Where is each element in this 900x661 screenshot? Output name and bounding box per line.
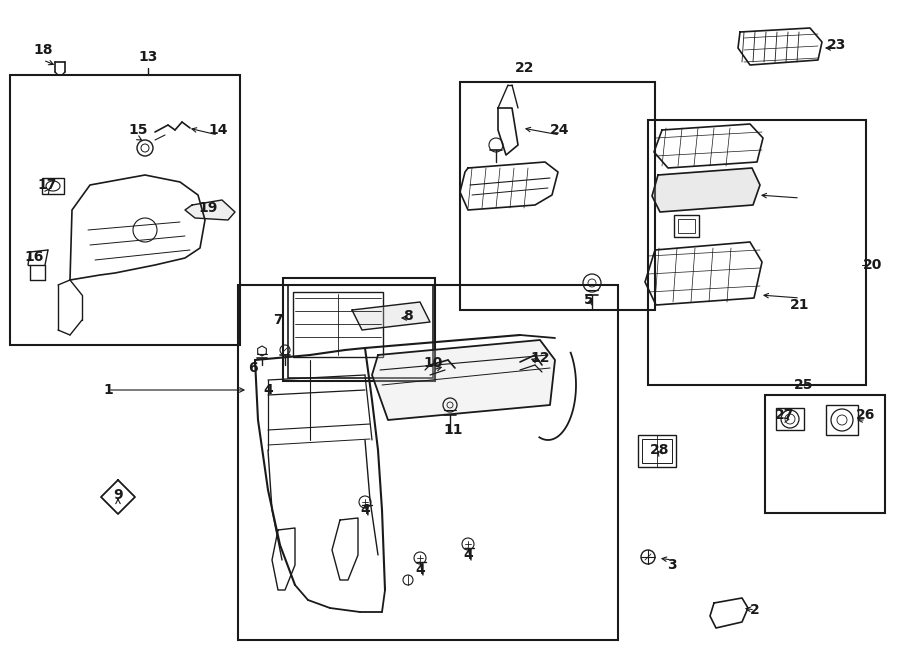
Bar bbox=[765, 395, 885, 513]
Text: 8: 8 bbox=[403, 309, 413, 323]
Text: 10: 10 bbox=[423, 356, 443, 370]
Text: 3: 3 bbox=[667, 558, 677, 572]
Text: 27: 27 bbox=[775, 408, 795, 422]
Polygon shape bbox=[652, 168, 760, 212]
Text: 24: 24 bbox=[550, 123, 570, 137]
Polygon shape bbox=[352, 302, 430, 330]
Text: 17: 17 bbox=[37, 178, 57, 192]
Text: 21: 21 bbox=[790, 298, 810, 312]
Text: 1: 1 bbox=[104, 383, 112, 397]
Bar bbox=[642, 439, 672, 463]
Bar bbox=[776, 408, 804, 430]
Text: 19: 19 bbox=[198, 201, 218, 215]
Text: 20: 20 bbox=[863, 258, 883, 272]
Text: 9: 9 bbox=[113, 488, 122, 502]
Text: 4: 4 bbox=[415, 563, 425, 577]
Text: 18: 18 bbox=[33, 43, 53, 57]
Bar bbox=[288, 285, 433, 378]
Text: 15: 15 bbox=[128, 123, 148, 137]
Text: 13: 13 bbox=[139, 50, 158, 64]
Bar bbox=[674, 215, 699, 237]
Polygon shape bbox=[372, 340, 555, 420]
Text: 5: 5 bbox=[584, 293, 594, 307]
Text: 16: 16 bbox=[24, 250, 44, 264]
Bar bbox=[638, 435, 676, 467]
Text: 4: 4 bbox=[263, 383, 273, 397]
Text: 22: 22 bbox=[515, 61, 535, 75]
Bar bbox=[10, 75, 240, 345]
Bar bbox=[283, 278, 435, 381]
Text: 6: 6 bbox=[248, 361, 257, 375]
Text: 4: 4 bbox=[360, 503, 370, 517]
Text: 12: 12 bbox=[530, 351, 550, 365]
Bar bbox=[678, 219, 695, 233]
Bar bbox=[42, 178, 64, 194]
Bar bbox=[826, 405, 858, 435]
Polygon shape bbox=[185, 200, 235, 220]
Text: 11: 11 bbox=[443, 423, 463, 437]
Text: 26: 26 bbox=[856, 408, 876, 422]
Bar bbox=[293, 292, 383, 357]
Bar bbox=[238, 285, 618, 640]
Text: 2: 2 bbox=[750, 603, 760, 617]
Text: 28: 28 bbox=[650, 443, 670, 457]
Bar bbox=[460, 82, 655, 310]
Bar bbox=[648, 120, 866, 385]
Text: 14: 14 bbox=[208, 123, 228, 137]
Text: 23: 23 bbox=[827, 38, 847, 52]
Text: 25: 25 bbox=[794, 378, 814, 392]
Text: 7: 7 bbox=[274, 313, 283, 327]
Text: 4: 4 bbox=[464, 548, 472, 562]
